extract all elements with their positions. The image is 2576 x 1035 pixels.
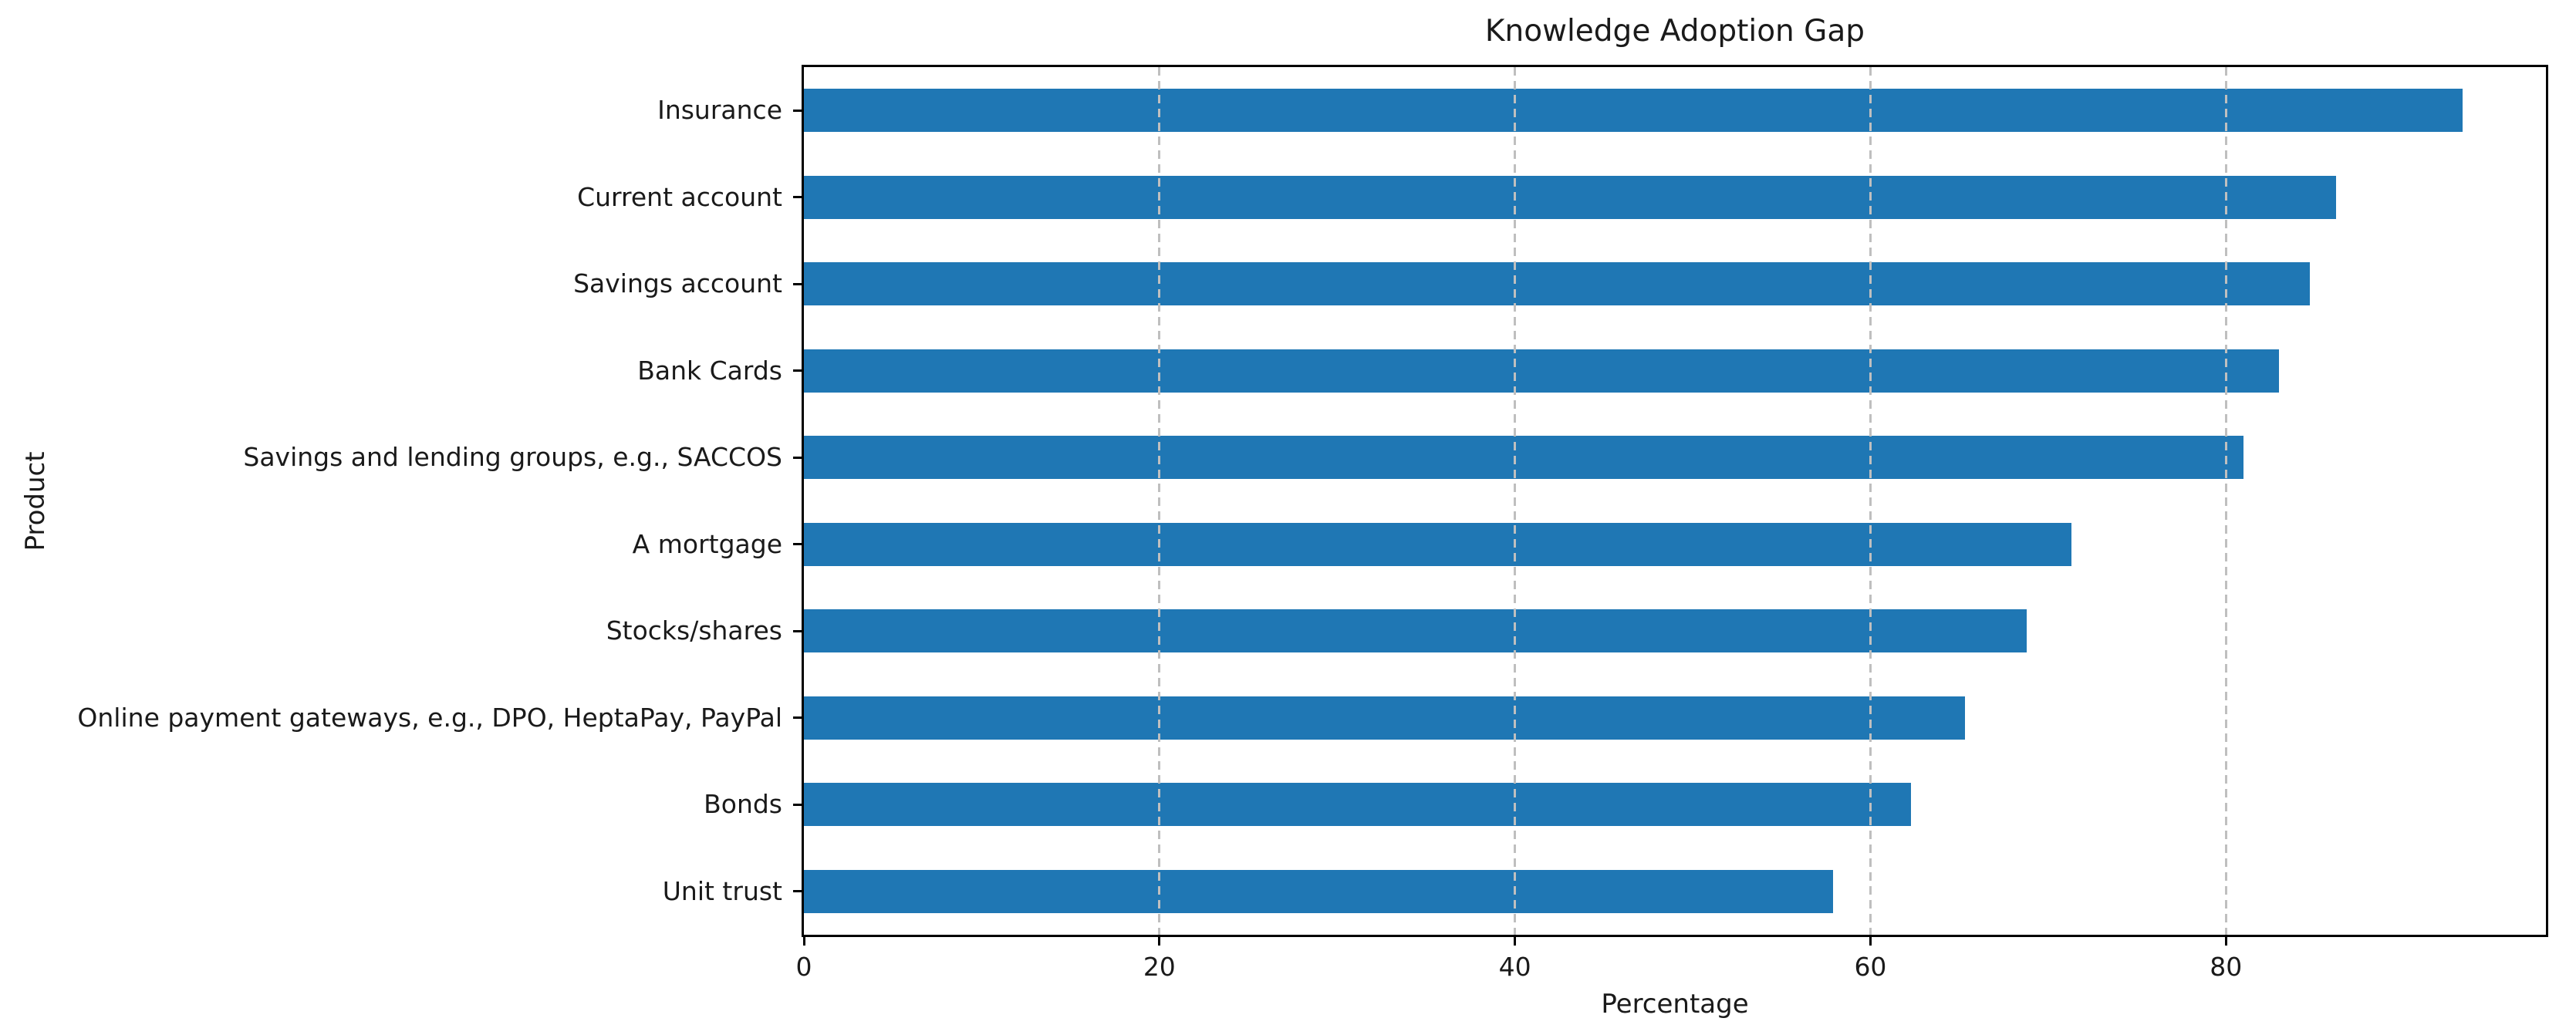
category-label: Bank Cards — [637, 355, 782, 386]
y-tick-mark — [793, 716, 802, 720]
bar-row-0 — [804, 89, 2463, 133]
bar-row-2 — [804, 262, 2310, 306]
y-tick-mark — [793, 629, 802, 632]
category-label: Savings and lending groups, e.g., SACCOS — [243, 442, 782, 473]
bar-row-3 — [804, 349, 2280, 393]
category-labels-rail: Insurance Current account Savings account B… — [0, 67, 782, 935]
y-tick-mark — [793, 803, 802, 806]
x-tick-mark — [1869, 937, 1872, 946]
x-tick-mark — [1158, 937, 1161, 946]
bar-row-1 — [804, 175, 2337, 219]
x-tick-mark — [2224, 937, 2227, 946]
gridline-x-60 — [1869, 67, 1872, 935]
bar-row-7 — [804, 696, 1965, 740]
category-label: Insurance — [657, 95, 782, 126]
bar-row-6 — [804, 609, 2027, 653]
y-tick-mark — [793, 543, 802, 546]
y-tick-mark — [793, 196, 802, 199]
y-tick-mark — [793, 456, 802, 459]
chart-title: Knowledge Adoption Gap — [1484, 14, 1865, 49]
category-label: Online payment gateways, e.g., DPO, Hept… — [77, 702, 782, 733]
gridline-x-20 — [1158, 67, 1161, 935]
y-tick-mark — [793, 282, 802, 285]
x-tick-label: 40 — [1498, 952, 1531, 982]
x-tick-label: 60 — [1854, 952, 1887, 982]
x-tick-label: 0 — [795, 952, 812, 982]
category-label: A mortgage — [632, 528, 782, 559]
category-label: Bonds — [704, 789, 782, 820]
x-tick-mark — [1514, 937, 1517, 946]
x-tick-label: 20 — [1143, 952, 1176, 982]
plot-area — [802, 65, 2548, 937]
category-label: Unit trust — [662, 875, 782, 906]
y-tick-mark — [793, 890, 802, 893]
bar-row-9 — [804, 869, 1834, 913]
y-tick-mark — [793, 369, 802, 373]
category-label: Savings account — [573, 268, 782, 299]
bar-row-5 — [804, 522, 2071, 566]
gridline-x-40 — [1514, 67, 1517, 935]
x-tick-mark — [802, 937, 805, 946]
category-label: Stocks/shares — [606, 615, 782, 646]
gridline-x-80 — [2224, 67, 2227, 935]
category-label: Current account — [577, 181, 782, 212]
y-tick-mark — [793, 109, 802, 112]
bar-row-8 — [804, 783, 1912, 827]
x-tick-label: 80 — [2210, 952, 2243, 982]
x-axis-label: Percentage — [1601, 989, 1749, 1020]
bar-row-4 — [804, 436, 2244, 480]
